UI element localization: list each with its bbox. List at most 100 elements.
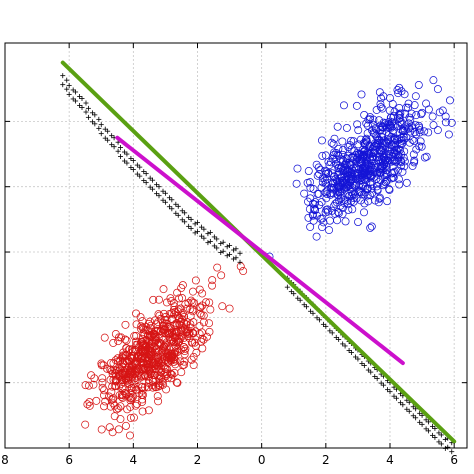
circle-point <box>115 333 124 342</box>
circle-point <box>121 320 130 329</box>
plus-point <box>442 436 448 442</box>
circle-point <box>373 185 382 194</box>
circle-point <box>190 338 199 347</box>
circle-point <box>375 149 384 158</box>
circle-point <box>367 222 376 231</box>
circle-point <box>400 147 409 156</box>
circle-point <box>348 189 357 198</box>
circle-point <box>177 284 186 293</box>
circle-point <box>394 153 403 162</box>
circle-point <box>321 179 330 188</box>
circle-point <box>97 425 106 434</box>
circle-point <box>128 384 137 393</box>
circle-point <box>162 355 171 364</box>
circle-point <box>402 103 411 112</box>
circle-point <box>114 425 123 434</box>
circle-point <box>156 372 165 381</box>
circle-point <box>173 288 182 297</box>
circle-point <box>378 162 387 171</box>
circle-point <box>184 299 193 307</box>
circle-point <box>122 344 131 353</box>
circle-point <box>332 159 341 168</box>
circle-point <box>100 386 109 395</box>
circle-point <box>184 329 193 338</box>
circle-point <box>321 166 330 175</box>
circle-point <box>357 90 366 99</box>
plus-point <box>205 231 211 237</box>
circle-point <box>400 162 409 171</box>
circle-point <box>208 276 217 285</box>
circle-point <box>164 329 173 338</box>
circle-point <box>344 205 353 214</box>
circle-point <box>363 184 372 193</box>
circle-point <box>198 344 207 353</box>
plus-point <box>304 304 310 310</box>
plus-point <box>393 395 399 401</box>
circle-point <box>416 137 425 146</box>
circle-point <box>162 298 171 307</box>
circle-point <box>155 375 164 384</box>
circle-point <box>312 232 321 241</box>
circle-point <box>116 402 125 411</box>
circle-point <box>398 139 407 148</box>
circle-point <box>174 305 183 314</box>
circle-point <box>376 121 385 130</box>
circle-point <box>408 135 417 144</box>
circle-point <box>374 198 383 207</box>
circle-point <box>169 357 178 366</box>
circle-point <box>133 400 142 409</box>
circle-point <box>157 373 166 382</box>
circle-point <box>327 138 336 147</box>
circle-point <box>351 174 360 183</box>
circle-point <box>192 348 201 357</box>
circle-point <box>100 391 108 400</box>
circle-point <box>109 394 118 403</box>
circle-point <box>390 148 399 157</box>
circle-point <box>410 156 419 165</box>
plus-point <box>115 148 121 154</box>
circle-point <box>105 423 114 432</box>
circle-point <box>182 304 191 313</box>
circle-point <box>404 99 413 108</box>
plus-point <box>73 98 79 104</box>
circle-point <box>408 161 417 170</box>
circle-point <box>359 153 368 162</box>
circle-point <box>189 352 198 361</box>
circle-point <box>161 313 170 321</box>
circle-point <box>336 155 345 164</box>
plus-point <box>188 225 194 231</box>
plus-point <box>175 212 181 218</box>
circle-point <box>143 383 152 392</box>
circle-point <box>382 176 391 185</box>
circle-point <box>315 200 324 209</box>
plus-point <box>237 259 243 265</box>
plus-point <box>237 250 243 256</box>
circle-point <box>98 374 107 383</box>
x-tick-label: 2 <box>322 453 330 467</box>
x-tick-labels: 8 6 4 2 0 2 4 6 <box>1 453 458 467</box>
circle-point <box>373 136 382 145</box>
circle-point <box>381 178 390 187</box>
circle-point <box>375 88 384 97</box>
circle-point <box>429 76 438 85</box>
x-tick-label: 0 <box>258 453 266 467</box>
plus-point <box>66 82 72 88</box>
circle-point <box>196 303 205 312</box>
circle-point <box>377 168 385 177</box>
plus-point <box>192 230 198 236</box>
circle-point <box>97 359 106 368</box>
circle-point <box>217 271 226 280</box>
circle-point <box>395 180 404 189</box>
circle-point <box>125 372 134 381</box>
circle-point <box>132 309 141 318</box>
circle-point <box>167 352 175 361</box>
circle-point <box>171 342 180 351</box>
circle-point <box>130 332 139 341</box>
circle-point <box>172 319 181 328</box>
circle-point <box>147 327 156 336</box>
plus-point <box>130 167 136 173</box>
circle-point <box>400 157 409 166</box>
plus-point <box>205 240 211 246</box>
circle-point <box>168 370 177 379</box>
circle-point <box>306 222 315 231</box>
